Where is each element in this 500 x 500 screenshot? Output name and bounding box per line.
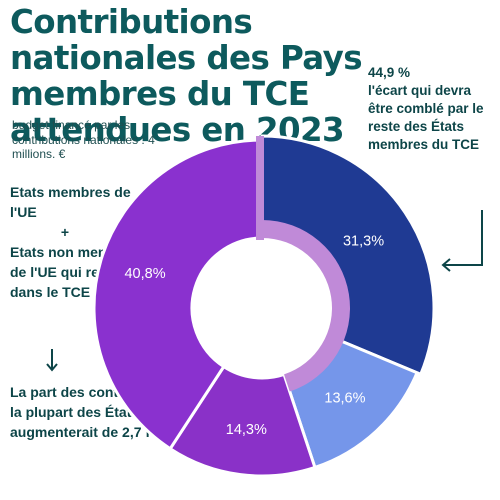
down-arrow-icon (46, 349, 58, 372)
gap-note: 44,9 % l'écart qui devra être comblé par… (368, 64, 498, 154)
slice-label: 13,6% (324, 390, 365, 406)
inner-gap-segment (262, 220, 351, 392)
chart-subtitle: budget financé par les contributions nat… (12, 118, 155, 161)
donut-slice (92, 138, 264, 451)
plus-sign: + (60, 224, 70, 240)
start-marker (256, 136, 264, 240)
gap-note-text: l'écart qui devra être comblé par le res… (368, 83, 484, 152)
slice-label: 14,3% (226, 422, 267, 438)
chart-title: Contributions nationales des Pays membre… (10, 3, 363, 149)
donut-slice (260, 134, 436, 377)
member-states-eu: Etats membres de l'UE (10, 184, 131, 220)
slice-label: 31,3% (343, 233, 384, 249)
slice-label: 40,8% (124, 266, 165, 282)
gap-percentage: 44,9 % (368, 65, 411, 80)
elbow-arrow-icon (441, 210, 483, 272)
